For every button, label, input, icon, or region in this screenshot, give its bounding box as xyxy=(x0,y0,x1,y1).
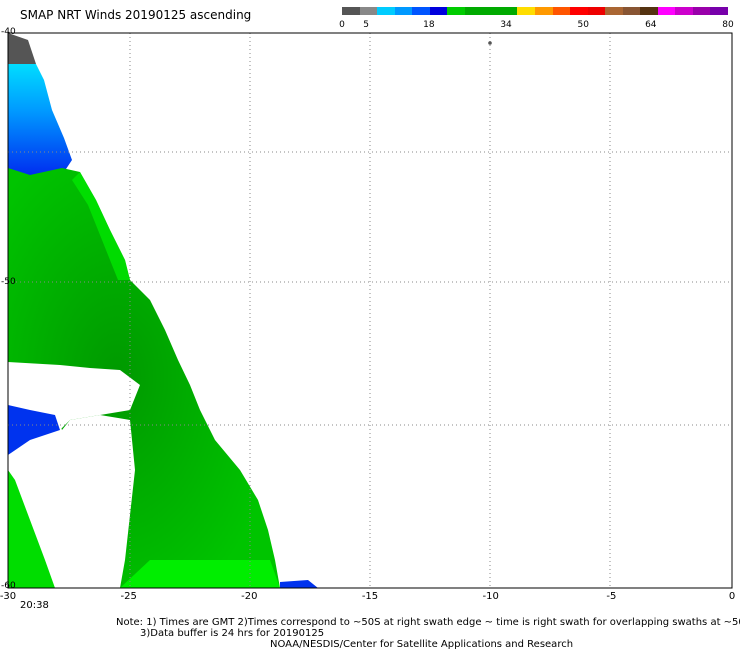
colorbar-label: 18 xyxy=(423,20,435,30)
x-tick-label: -30 xyxy=(0,591,17,602)
note-line-2: 3)Data buffer is 24 hrs for 20190125 xyxy=(140,628,325,639)
colorbar-swatch xyxy=(394,7,413,15)
colorbar-swatch xyxy=(377,7,395,15)
colorbar-swatch xyxy=(640,7,658,15)
colorbar-label: 34 xyxy=(500,20,512,30)
colorbar-swatch xyxy=(710,7,729,15)
note-line-3: NOAA/NESDIS/Center for Satellite Applica… xyxy=(270,639,574,650)
colorbar-swatch xyxy=(535,7,553,15)
colorbar-swatch xyxy=(429,7,448,15)
time-label: 20:38 xyxy=(20,600,49,611)
grid xyxy=(8,33,732,588)
colorbar-swatch xyxy=(622,7,641,15)
colorbar-swatch xyxy=(605,7,623,15)
note-line-1: Note: 1) Times are GMT 2)Times correspon… xyxy=(116,617,740,628)
y-label-top: -40 xyxy=(1,27,16,37)
colorbar-swatch xyxy=(464,7,483,15)
colorbar xyxy=(342,7,729,15)
x-tick-label: 0 xyxy=(728,591,736,602)
swath-blue-left xyxy=(8,405,60,455)
colorbar-swatch xyxy=(657,7,676,15)
x-tick-label: -20 xyxy=(241,591,258,602)
swath-green-main xyxy=(8,168,280,588)
y-label-bottom: -60 xyxy=(1,581,16,591)
swath-green-bottom xyxy=(120,560,280,588)
colorbar-swatch xyxy=(570,7,588,15)
colorbar-swatch xyxy=(552,7,571,15)
data-dot xyxy=(488,41,492,45)
colorbar-swatch xyxy=(692,7,711,15)
colorbar-label: 50 xyxy=(577,20,589,30)
map-frame xyxy=(7,32,733,589)
y-label-mid: -50 xyxy=(1,277,16,287)
colorbar-swatch xyxy=(587,7,606,15)
x-tick-label: -25 xyxy=(120,591,137,602)
swath-green-edge xyxy=(72,172,130,280)
colorbar-swatch xyxy=(482,7,500,15)
map-title: SMAP NRT Winds 20190125 ascending xyxy=(20,8,252,22)
swath-blue-top xyxy=(8,64,72,182)
colorbar-swatch xyxy=(342,7,360,15)
colorbar-label: 80 xyxy=(722,20,734,30)
swath-gray xyxy=(8,33,36,68)
colorbar-label: 5 xyxy=(363,20,369,30)
swath-green-left xyxy=(8,470,55,588)
colorbar-swatch xyxy=(517,7,536,15)
colorbar-swatch xyxy=(499,7,518,15)
swath-gap-lower xyxy=(8,440,120,588)
colorbar-label: 0 xyxy=(339,20,345,30)
x-tick-label: -5 xyxy=(606,591,617,602)
x-tick-label: -15 xyxy=(361,591,379,602)
colorbar-swatch xyxy=(412,7,430,15)
swath-blue-bottom xyxy=(280,580,318,588)
x-tick-label: -10 xyxy=(482,591,499,602)
colorbar-swatch xyxy=(359,7,378,15)
colorbar-swatch xyxy=(447,7,465,15)
colorbar-swatch xyxy=(675,7,693,15)
colorbar-label: 64 xyxy=(645,20,657,30)
